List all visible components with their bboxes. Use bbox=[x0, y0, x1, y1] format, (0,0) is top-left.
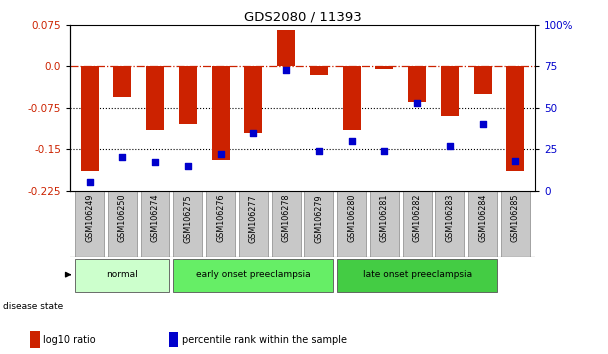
Bar bbox=[30, 331, 40, 348]
Point bbox=[511, 158, 520, 164]
Text: early onset preeclampsia: early onset preeclampsia bbox=[196, 270, 311, 279]
Text: GSM106277: GSM106277 bbox=[249, 194, 258, 242]
Bar bbox=[179, 66, 197, 124]
Bar bbox=[81, 66, 98, 171]
FancyBboxPatch shape bbox=[75, 190, 104, 257]
FancyBboxPatch shape bbox=[239, 190, 268, 257]
Text: normal: normal bbox=[106, 270, 138, 279]
Text: GSM106282: GSM106282 bbox=[413, 194, 421, 242]
Text: log10 ratio: log10 ratio bbox=[43, 335, 96, 345]
FancyBboxPatch shape bbox=[337, 190, 366, 257]
Point bbox=[412, 100, 422, 105]
Text: GSM106281: GSM106281 bbox=[380, 194, 389, 242]
Point bbox=[183, 163, 193, 169]
FancyBboxPatch shape bbox=[501, 190, 530, 257]
Text: GSM106283: GSM106283 bbox=[446, 194, 454, 242]
FancyBboxPatch shape bbox=[173, 190, 202, 257]
FancyBboxPatch shape bbox=[272, 190, 300, 257]
Text: GSM106284: GSM106284 bbox=[478, 194, 487, 242]
Bar bbox=[342, 66, 361, 130]
Bar bbox=[506, 66, 524, 171]
Text: GSM106279: GSM106279 bbox=[314, 194, 323, 242]
Point bbox=[445, 143, 455, 149]
Text: GSM106280: GSM106280 bbox=[347, 194, 356, 242]
Bar bbox=[408, 66, 426, 102]
Text: GSM106250: GSM106250 bbox=[118, 194, 127, 242]
FancyBboxPatch shape bbox=[402, 190, 432, 257]
Point bbox=[347, 138, 356, 144]
Text: GSM106249: GSM106249 bbox=[85, 194, 94, 242]
Text: disease state: disease state bbox=[3, 302, 63, 311]
FancyBboxPatch shape bbox=[337, 259, 497, 292]
Bar bbox=[212, 66, 230, 160]
FancyBboxPatch shape bbox=[108, 190, 137, 257]
Bar bbox=[310, 66, 328, 75]
Bar bbox=[474, 66, 492, 94]
Point bbox=[249, 130, 258, 136]
Title: GDS2080 / 11393: GDS2080 / 11393 bbox=[244, 11, 361, 24]
FancyBboxPatch shape bbox=[435, 190, 465, 257]
Text: GSM106285: GSM106285 bbox=[511, 194, 520, 242]
FancyBboxPatch shape bbox=[370, 190, 399, 257]
Bar bbox=[146, 66, 164, 130]
Point bbox=[150, 160, 160, 165]
Bar bbox=[113, 66, 131, 97]
FancyBboxPatch shape bbox=[468, 190, 497, 257]
Point bbox=[379, 148, 389, 154]
Bar bbox=[277, 30, 295, 66]
FancyBboxPatch shape bbox=[206, 190, 235, 257]
Point bbox=[216, 151, 226, 157]
FancyBboxPatch shape bbox=[75, 259, 170, 292]
FancyBboxPatch shape bbox=[173, 259, 333, 292]
FancyBboxPatch shape bbox=[140, 190, 170, 257]
Bar bbox=[375, 66, 393, 69]
Point bbox=[282, 67, 291, 72]
Point bbox=[117, 155, 127, 160]
Text: GSM106274: GSM106274 bbox=[151, 194, 159, 242]
Bar bbox=[244, 66, 263, 133]
Bar bbox=[169, 332, 178, 347]
Point bbox=[85, 179, 94, 185]
FancyBboxPatch shape bbox=[305, 190, 333, 257]
Point bbox=[478, 121, 488, 127]
Text: GSM106278: GSM106278 bbox=[282, 194, 291, 242]
Point bbox=[314, 148, 323, 154]
Text: GSM106276: GSM106276 bbox=[216, 194, 225, 242]
Text: late onset preeclampsia: late onset preeclampsia bbox=[362, 270, 472, 279]
Text: GSM106275: GSM106275 bbox=[184, 194, 192, 242]
Bar bbox=[441, 66, 459, 116]
Text: percentile rank within the sample: percentile rank within the sample bbox=[182, 335, 347, 345]
